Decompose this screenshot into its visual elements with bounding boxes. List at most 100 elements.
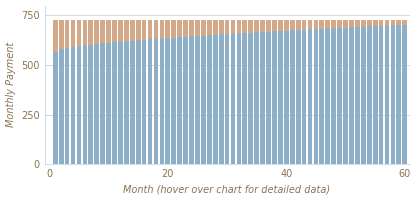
Bar bbox=[296, 30, 301, 164]
Bar bbox=[242, 33, 247, 164]
Bar bbox=[171, 20, 176, 38]
Bar bbox=[379, 20, 384, 26]
Bar bbox=[391, 25, 395, 164]
Bar bbox=[225, 20, 229, 34]
Bar bbox=[213, 20, 218, 35]
Bar bbox=[219, 34, 224, 164]
Bar bbox=[77, 20, 81, 46]
Y-axis label: Monthly Payment: Monthly Payment bbox=[5, 42, 15, 127]
Bar bbox=[231, 34, 235, 164]
Bar bbox=[201, 20, 206, 36]
Bar bbox=[397, 25, 401, 164]
Bar bbox=[88, 45, 93, 164]
Bar bbox=[166, 38, 170, 164]
Bar bbox=[130, 41, 135, 164]
Bar bbox=[171, 38, 176, 164]
Bar bbox=[260, 20, 265, 32]
Bar bbox=[53, 20, 58, 52]
Bar bbox=[332, 28, 336, 164]
Bar bbox=[142, 40, 146, 164]
Bar bbox=[402, 25, 407, 164]
Bar bbox=[308, 20, 312, 29]
Bar bbox=[278, 31, 283, 164]
Bar bbox=[219, 20, 224, 34]
Bar bbox=[325, 20, 330, 28]
Bar bbox=[337, 20, 342, 28]
Bar bbox=[94, 20, 99, 44]
Bar bbox=[148, 20, 153, 39]
Bar bbox=[153, 20, 158, 39]
Bar bbox=[384, 20, 389, 26]
Bar bbox=[118, 20, 123, 42]
Bar bbox=[166, 20, 170, 38]
Bar bbox=[207, 35, 212, 164]
Bar bbox=[236, 20, 241, 33]
Bar bbox=[384, 26, 389, 164]
Bar bbox=[284, 20, 289, 31]
Bar bbox=[88, 20, 93, 45]
Bar bbox=[254, 20, 259, 32]
Bar bbox=[189, 36, 194, 164]
Bar bbox=[195, 20, 200, 36]
Bar bbox=[183, 37, 188, 164]
Bar bbox=[112, 20, 117, 42]
Bar bbox=[148, 39, 153, 164]
Bar bbox=[284, 31, 289, 164]
Bar bbox=[343, 20, 348, 28]
Bar bbox=[308, 29, 312, 164]
Bar bbox=[160, 20, 164, 38]
Bar bbox=[249, 20, 253, 33]
Bar bbox=[367, 26, 372, 164]
Bar bbox=[379, 26, 384, 164]
X-axis label: Month (hover over chart for detailed data): Month (hover over chart for detailed dat… bbox=[123, 184, 331, 194]
Bar bbox=[373, 20, 377, 26]
Bar bbox=[301, 20, 306, 30]
Bar bbox=[361, 27, 366, 164]
Bar bbox=[296, 20, 301, 30]
Bar bbox=[83, 20, 87, 45]
Bar bbox=[136, 40, 141, 164]
Bar bbox=[290, 30, 294, 164]
Bar bbox=[94, 44, 99, 164]
Bar bbox=[373, 26, 377, 164]
Bar bbox=[189, 20, 194, 36]
Bar bbox=[314, 20, 318, 29]
Bar bbox=[361, 20, 366, 27]
Bar bbox=[160, 38, 164, 164]
Bar bbox=[124, 41, 129, 164]
Bar bbox=[207, 20, 212, 35]
Bar bbox=[231, 20, 235, 34]
Bar bbox=[183, 20, 188, 37]
Bar bbox=[319, 29, 324, 164]
Bar bbox=[70, 20, 75, 47]
Bar bbox=[201, 36, 206, 164]
Bar bbox=[266, 32, 271, 164]
Bar bbox=[106, 43, 111, 164]
Bar bbox=[290, 20, 294, 30]
Bar bbox=[260, 32, 265, 164]
Bar bbox=[402, 20, 407, 25]
Bar bbox=[355, 27, 360, 164]
Bar bbox=[177, 37, 182, 164]
Bar bbox=[337, 28, 342, 164]
Bar bbox=[100, 43, 105, 164]
Bar bbox=[254, 32, 259, 164]
Bar bbox=[65, 20, 70, 48]
Bar bbox=[195, 36, 200, 164]
Bar bbox=[53, 52, 58, 164]
Bar bbox=[343, 28, 348, 164]
Bar bbox=[391, 20, 395, 25]
Bar bbox=[397, 20, 401, 25]
Bar bbox=[106, 20, 111, 43]
Bar bbox=[242, 20, 247, 33]
Bar bbox=[355, 20, 360, 27]
Bar bbox=[266, 20, 271, 32]
Bar bbox=[278, 20, 283, 31]
Bar bbox=[213, 35, 218, 164]
Bar bbox=[272, 20, 277, 31]
Bar bbox=[319, 20, 324, 29]
Bar bbox=[65, 48, 70, 164]
Bar bbox=[112, 42, 117, 164]
Bar bbox=[177, 20, 182, 37]
Bar bbox=[249, 33, 253, 164]
